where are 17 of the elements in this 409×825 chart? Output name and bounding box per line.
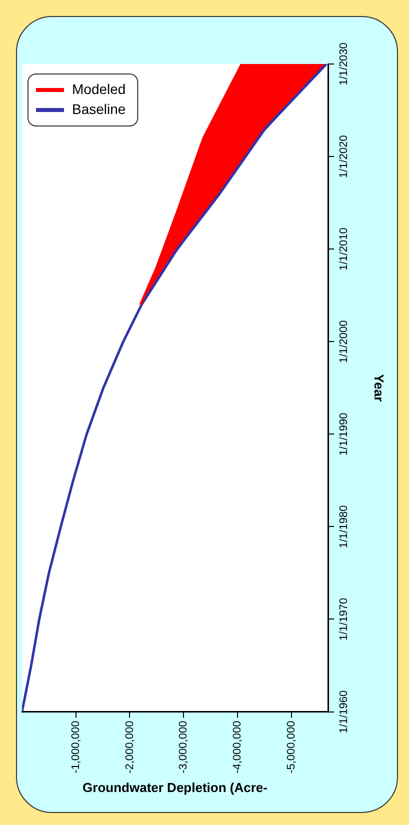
y-tick-label: 1/1/2030	[338, 42, 350, 86]
y-tick-label: 1/1/1970	[338, 598, 350, 641]
y-tick-label: 1/1/2000	[338, 320, 350, 364]
legend-label: Modeled	[72, 80, 126, 97]
y-tick-label: 1/1/1960	[338, 690, 350, 734]
y-axis-title: Year	[372, 374, 387, 402]
y-tick-label: 1/1/2010	[338, 228, 350, 270]
legend-label: Baseline	[72, 100, 126, 117]
x-tick-label: -5,000,000	[285, 720, 298, 774]
y-tick-label: 1/1/2020	[338, 135, 350, 178]
x-tick-label: -1,000,000	[70, 720, 82, 774]
y-tick-label: 1/1/1990	[338, 412, 350, 456]
x-tick-label: -2,000,000	[124, 720, 136, 774]
x-axis-title: Groundwater Depletion (Acre-	[82, 780, 268, 795]
y-tick-label: 1/1/1980	[338, 505, 350, 548]
x-tick-label: -4,000,000	[232, 720, 244, 774]
x-tick-label: -3,000,000	[178, 720, 190, 774]
